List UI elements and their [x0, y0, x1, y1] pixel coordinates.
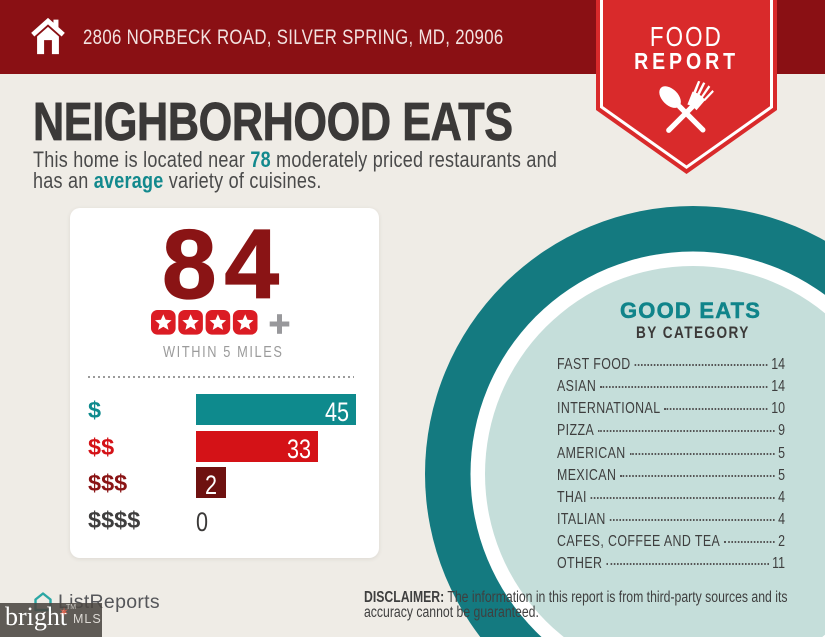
svg-text:FOOD: FOOD — [650, 22, 723, 53]
svg-text:REPORT: REPORT — [634, 49, 739, 75]
